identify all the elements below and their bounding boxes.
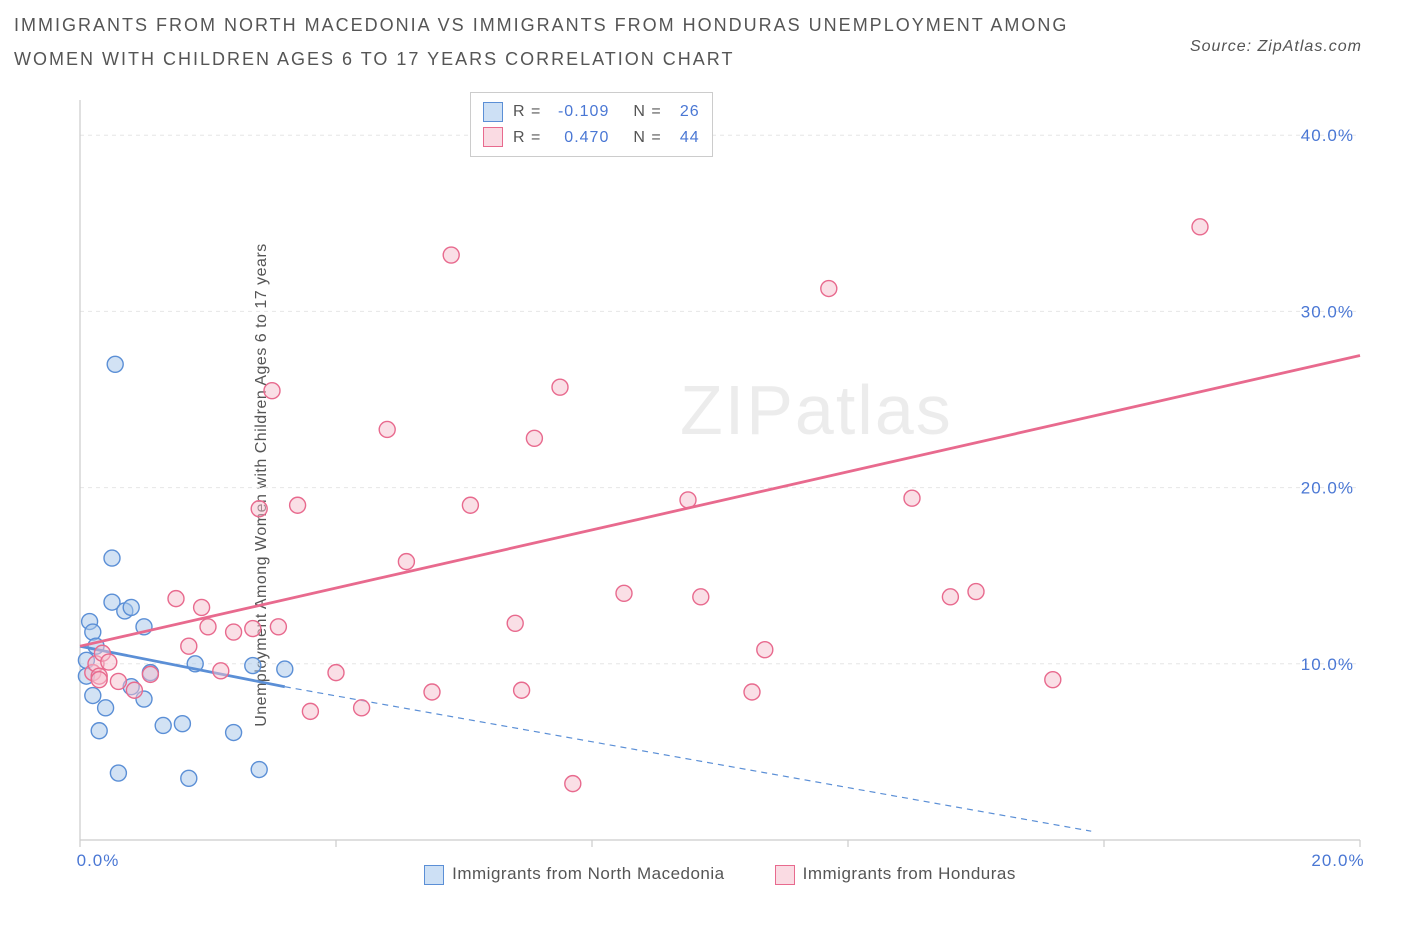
page-title: IMMIGRANTS FROM NORTH MACEDONIA VS IMMIG…	[14, 8, 1114, 76]
stats-legend-row: R = -0.109 N = 26	[483, 99, 700, 125]
scatter-plot-svg: 10.0%20.0%30.0%40.0%0.0%20.0%	[60, 90, 1380, 880]
stats-legend-row: R = 0.470 N = 44	[483, 125, 700, 151]
series-legend-item: Immigrants from North Macedonia	[424, 864, 724, 885]
svg-text:40.0%: 40.0%	[1301, 126, 1354, 145]
stats-legend: R = -0.109 N = 26 R = 0.470 N = 44	[470, 92, 713, 157]
legend-swatch	[483, 127, 503, 147]
legend-swatch	[424, 865, 444, 885]
correlation-chart: Unemployment Among Women with Children A…	[60, 90, 1380, 880]
legend-swatch	[483, 102, 503, 122]
legend-swatch	[775, 865, 795, 885]
series-legend: Immigrants from North Macedonia Immigrant…	[60, 864, 1380, 885]
series-legend-item: Immigrants from Honduras	[775, 864, 1016, 885]
svg-text:30.0%: 30.0%	[1301, 302, 1354, 321]
source-credit: Source: ZipAtlas.com	[1190, 38, 1362, 56]
svg-text:10.0%: 10.0%	[1301, 655, 1354, 674]
svg-text:20.0%: 20.0%	[1301, 479, 1354, 498]
